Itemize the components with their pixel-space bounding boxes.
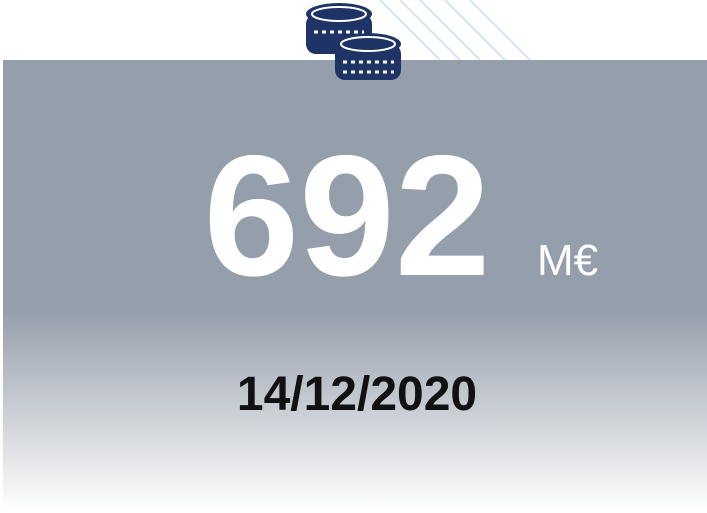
amount-unit: M€ bbox=[537, 236, 598, 285]
coins-icon bbox=[306, 3, 401, 80]
decor-lines bbox=[379, 0, 531, 61]
amount-value: 692 bbox=[204, 120, 491, 312]
date: 14/12/2020 bbox=[237, 368, 477, 421]
card-background bbox=[3, 60, 707, 513]
